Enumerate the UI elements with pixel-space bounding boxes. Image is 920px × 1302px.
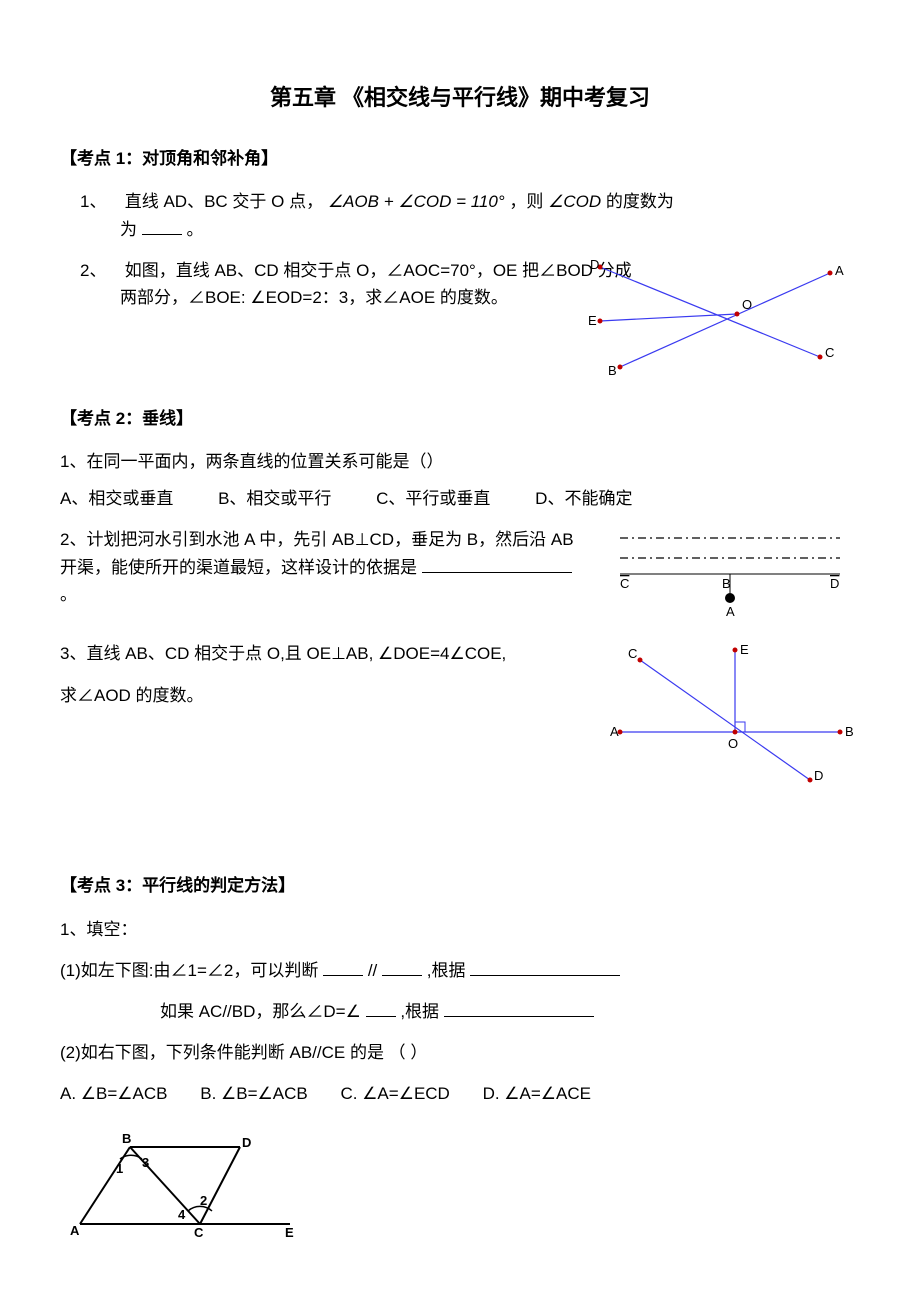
- section3-head: 【考点 3：平行线的判定方法】: [60, 872, 860, 899]
- q-text-a: 如果 AC//BD，那么∠D=∠: [160, 1002, 361, 1021]
- svg-text:A: A: [70, 1223, 80, 1238]
- blank[interactable]: [366, 999, 396, 1017]
- q-text-a: (1)如左下图:由∠1=∠2，可以判断: [60, 961, 318, 980]
- q-text-b: ,根据: [400, 1002, 439, 1021]
- blank[interactable]: [142, 217, 182, 235]
- svg-text:B: B: [722, 576, 731, 591]
- page-title: 第五章 《相交线与平行线》期中考复习: [60, 80, 860, 115]
- blank[interactable]: [382, 958, 422, 976]
- opt-c[interactable]: C. ∠A=∠ECD: [340, 1080, 449, 1107]
- svg-text:D: D: [590, 257, 599, 272]
- s1-q2-figure: D A E O B C: [560, 257, 860, 387]
- q2-text: 如图，直线 AB、CD 相交于点 O，∠AOC=70°，OE 把∠BOD 分成两…: [120, 261, 632, 307]
- q1-math2: ∠COD: [548, 192, 601, 211]
- svg-text:C: C: [194, 1225, 204, 1239]
- svg-text:A: A: [610, 724, 619, 739]
- s1-q1: 1、 直线 AD、BC 交于 O 点， ∠AOB + ∠COD = 110° ，…: [60, 188, 860, 242]
- opt-d[interactable]: D. ∠A=∠ACE: [483, 1080, 591, 1107]
- svg-text:E: E: [588, 313, 597, 328]
- q-text: 1、在同一平面内，两条直线的位置关系可能是（）: [60, 452, 443, 471]
- section2-head: 【考点 2：垂线】: [60, 405, 860, 432]
- svg-text:E: E: [740, 642, 749, 657]
- opt-a[interactable]: A、相交或垂直: [60, 485, 173, 512]
- opt-d[interactable]: D、不能确定: [535, 485, 632, 512]
- s3-q1: 1、填空：: [60, 916, 860, 943]
- svg-text:O: O: [728, 736, 738, 751]
- s2-q1-opts: A、相交或垂直 B、相交或平行 C、平行或垂直 D、不能确定: [60, 485, 860, 512]
- blank[interactable]: [422, 555, 572, 573]
- q1-text-d: 为: [120, 220, 137, 239]
- s2-q1: 1、在同一平面内，两条直线的位置关系可能是（） A、相交或垂直 B、相交或平行 …: [60, 448, 860, 512]
- opt-a[interactable]: A. ∠B=∠ACB: [60, 1080, 168, 1107]
- svg-text:1: 1: [116, 1161, 123, 1176]
- opt-c[interactable]: C、平行或垂直: [376, 485, 490, 512]
- q1-math: ∠AOB + ∠COD = 110°: [328, 192, 505, 211]
- svg-text:C: C: [628, 646, 637, 661]
- section1-head: 【考点 1：对顶角和邻补角】: [60, 145, 860, 172]
- svg-text:O: O: [742, 297, 752, 312]
- opt-b[interactable]: B、相交或平行: [218, 485, 331, 512]
- blank[interactable]: [323, 958, 363, 976]
- svg-text:C: C: [825, 345, 834, 360]
- q1-text-e: 。: [186, 220, 203, 239]
- svg-text:C: C: [620, 576, 629, 591]
- blank[interactable]: [444, 999, 594, 1017]
- s1-q2: 2、 如图，直线 AB、CD 相交于点 O，∠AOC=70°，OE 把∠BOD …: [60, 257, 860, 377]
- svg-text:B: B: [608, 363, 617, 378]
- svg-text:3: 3: [142, 1155, 149, 1170]
- q-end: 。: [60, 585, 77, 604]
- svg-text:E: E: [285, 1225, 294, 1239]
- q1-text-c: 的度数为: [606, 192, 674, 211]
- s3-q1-2: 如果 AC//BD，那么∠D=∠ ,根据: [60, 998, 860, 1025]
- s3-q1-1: (1)如左下图:由∠1=∠2，可以判断 // ,根据: [60, 957, 860, 984]
- s3-q2-opts: A. ∠B=∠ACB B. ∠B=∠ACB C. ∠A=∠ECD D. ∠A=∠…: [60, 1080, 860, 1107]
- svg-text:2: 2: [200, 1193, 207, 1208]
- q1-text-b: ，则: [509, 192, 543, 211]
- q-text-a: 3、直线 AB、CD 相交于点 O,且 OE⊥AB, ∠DOE=4∠COE,: [60, 640, 580, 667]
- svg-text:A: A: [835, 263, 844, 278]
- s2-q2: 2、计划把河水引到水池 A 中，先引 AB⊥CD，垂足为 B，然后沿 AB 开渠…: [60, 526, 860, 626]
- s2-q2-figure: C B D A: [600, 526, 860, 621]
- q-num: 2、: [80, 257, 120, 284]
- svg-text:D: D: [830, 576, 839, 591]
- opt-b[interactable]: B. ∠B=∠ACB: [200, 1080, 308, 1107]
- s2-q3: 3、直线 AB、CD 相交于点 O,且 OE⊥AB, ∠DOE=4∠COE, 求…: [60, 640, 860, 790]
- blank[interactable]: [470, 958, 620, 976]
- svg-text:B: B: [845, 724, 854, 739]
- svg-text:D: D: [242, 1135, 251, 1150]
- svg-text:4: 4: [178, 1207, 186, 1222]
- q-text-b: 求∠AOD 的度数。: [60, 682, 580, 709]
- q-num: 1、: [80, 188, 120, 215]
- svg-text:B: B: [122, 1131, 131, 1146]
- svg-text:A: A: [726, 604, 735, 619]
- q-text-b: //: [368, 961, 377, 980]
- s3-figure: B D A C E 1 3 2 4: [60, 1129, 320, 1239]
- s3-q2: (2)如右下图，下列条件能判断 AB//CE 的是 （ ）: [60, 1039, 860, 1066]
- s2-q3-figure: C E A B O D: [600, 640, 860, 790]
- q1-text-a: 直线 AD、BC 交于 O 点，: [125, 192, 323, 211]
- svg-text:D: D: [814, 768, 823, 783]
- q-text-c: ,根据: [427, 961, 466, 980]
